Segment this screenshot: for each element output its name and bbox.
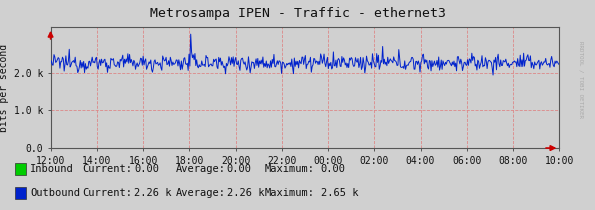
Text: Average:: Average: — [176, 188, 226, 198]
Text: Maximum:: Maximum: — [264, 188, 314, 198]
Text: 2.26 k: 2.26 k — [134, 188, 172, 198]
Text: Inbound: Inbound — [30, 164, 74, 174]
Text: Outbound: Outbound — [30, 188, 80, 198]
Text: Current:: Current: — [83, 164, 133, 174]
Text: Average:: Average: — [176, 164, 226, 174]
Text: Current:: Current: — [83, 188, 133, 198]
Text: 0.00: 0.00 — [321, 164, 346, 174]
Text: Maximum:: Maximum: — [264, 164, 314, 174]
Text: RRDTOOL / TOBI OETIKER: RRDTOOL / TOBI OETIKER — [579, 41, 584, 118]
Y-axis label: bits per second: bits per second — [0, 44, 10, 132]
Text: 2.26 k: 2.26 k — [227, 188, 264, 198]
Text: 0.00: 0.00 — [227, 164, 252, 174]
Text: 0.00: 0.00 — [134, 164, 159, 174]
Text: Metrosampa IPEN - Traffic - ethernet3: Metrosampa IPEN - Traffic - ethernet3 — [149, 7, 446, 20]
Text: 2.65 k: 2.65 k — [321, 188, 358, 198]
